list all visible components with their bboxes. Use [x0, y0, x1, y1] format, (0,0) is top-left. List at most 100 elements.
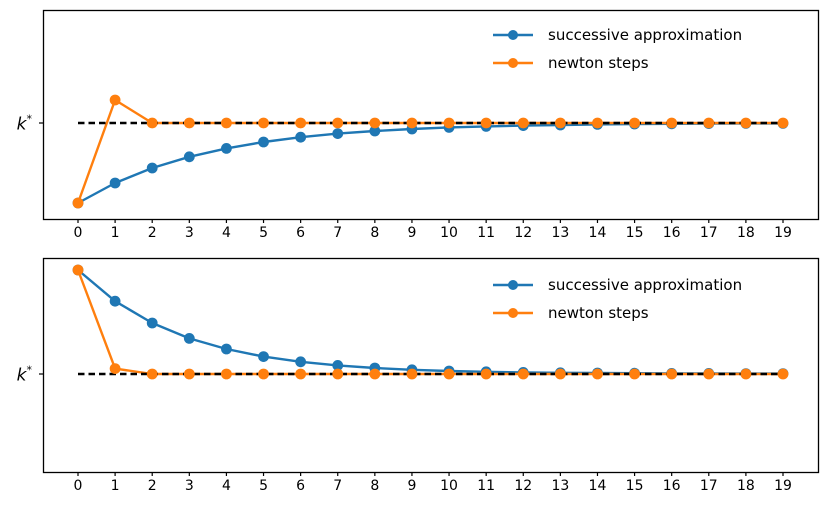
- marker-newton-steps: [258, 117, 269, 129]
- legend-entry: successive approximation: [493, 275, 742, 295]
- x-tick-label: 5: [259, 225, 268, 241]
- legend-sample-line: [493, 280, 533, 290]
- marker-newton-steps: [629, 368, 640, 380]
- marker-newton-steps: [369, 117, 381, 129]
- x-tick-label: 15: [626, 478, 644, 494]
- legend-marker-icon: [508, 30, 518, 40]
- marker-newton-steps: [258, 368, 269, 380]
- kstar-tick-label: k*: [17, 364, 33, 386]
- x-tick-label: 17: [700, 225, 718, 241]
- legend-sample-line: [493, 308, 533, 318]
- marker-newton-steps: [777, 368, 789, 380]
- x-tick-label: 15: [626, 225, 644, 241]
- marker-newton-steps: [592, 117, 603, 129]
- x-tick-label: 8: [370, 478, 379, 494]
- marker-successive-approximation: [295, 131, 307, 143]
- x-tick-label: 6: [296, 478, 305, 494]
- marker-successive-approximation: [332, 360, 344, 371]
- marker-successive-approximation: [221, 143, 232, 154]
- marker-newton-steps: [146, 117, 158, 129]
- marker-successive-approximation: [146, 162, 158, 174]
- top-subplot: 0 1 2 3 4 5 6 7 8 9 10 11 12 13 14 15 16 17 18 19k*: [17, 9, 820, 241]
- x-tick-label: 19: [774, 478, 792, 494]
- line-successive-approximation: [77, 122, 783, 205]
- marker-newton-steps: [406, 117, 418, 129]
- marker-newton-steps: [109, 363, 121, 374]
- marker-newton-steps: [72, 197, 84, 209]
- marker-newton-steps: [332, 117, 344, 129]
- x-tick-label: 2: [148, 478, 157, 494]
- x-tick-label: 2: [148, 225, 157, 241]
- marker-newton-steps: [666, 117, 678, 129]
- x-tick-label: 1: [111, 478, 120, 494]
- marker-newton-steps: [517, 117, 529, 129]
- marker-successive-approximation: [183, 333, 195, 344]
- marker-newton-steps: [183, 368, 195, 380]
- line-newton-steps: [76, 98, 783, 204]
- marker-newton-steps: [703, 368, 715, 380]
- x-tick-label: 14: [589, 478, 607, 494]
- x-tick-label: 16: [663, 478, 681, 494]
- x-tick-label: 7: [333, 225, 342, 241]
- axes-frame: [42, 9, 820, 221]
- marker-newton-steps: [480, 368, 492, 380]
- marker-newton-steps: [443, 117, 455, 129]
- x-tick-label: 16: [663, 225, 681, 241]
- marker-newton-steps: [183, 117, 195, 129]
- legend-sample-line: [493, 30, 533, 40]
- marker-newton-steps: [221, 368, 232, 380]
- marker-newton-steps: [146, 368, 158, 380]
- bottom-subplot: 0 1 2 3 4 5 6 7 8 9 10 11 12 13 14 15 16 17 18 19k*: [17, 257, 820, 494]
- marker-newton-steps: [295, 117, 307, 129]
- x-tick-label: 9: [407, 478, 416, 494]
- marker-newton-steps: [703, 117, 715, 129]
- legend-top: successive approximation newton steps: [493, 25, 742, 73]
- legend-marker-icon: [508, 308, 518, 318]
- x-tick-label: 4: [222, 225, 231, 241]
- x-tick-label: 12: [514, 225, 532, 241]
- marker-newton-steps: [480, 117, 492, 129]
- marker-newton-steps: [740, 117, 752, 129]
- x-tick-label: 14: [589, 225, 607, 241]
- marker-newton-steps: [221, 117, 232, 129]
- x-tick-label: 10: [440, 225, 458, 241]
- legend-bottom: successive approximation newton steps: [493, 275, 742, 323]
- kstar-tick-label: k*: [17, 113, 33, 135]
- x-tick-label: 10: [440, 478, 458, 494]
- x-tick-label: 6: [296, 225, 305, 241]
- marker-successive-approximation: [332, 128, 344, 140]
- marker-newton-steps: [592, 368, 603, 380]
- marker-newton-steps: [740, 368, 752, 380]
- x-tick-label: 7: [333, 478, 342, 494]
- x-tick-label: 0: [74, 225, 83, 241]
- x-tick-label: 11: [477, 478, 495, 494]
- legend-entry: newton steps: [493, 303, 742, 323]
- x-tick-label: 8: [370, 225, 379, 241]
- x-tick-label: 1: [111, 225, 120, 241]
- x-tick-label: 3: [185, 478, 194, 494]
- marker-newton-steps: [406, 368, 418, 380]
- marker-newton-steps: [517, 368, 529, 380]
- axes-frame: [42, 257, 820, 474]
- marker-successive-approximation: [109, 295, 121, 307]
- legend-sample-line: [493, 58, 533, 68]
- x-tick-label: 13: [551, 225, 569, 241]
- legend-label: successive approximation: [548, 276, 743, 294]
- legend-marker-icon: [508, 58, 518, 68]
- legend-entry: newton steps: [493, 53, 742, 73]
- marker-newton-steps: [295, 368, 307, 380]
- x-tick-label: 19: [774, 225, 792, 241]
- legend-entry: successive approximation: [493, 25, 742, 45]
- marker-successive-approximation: [146, 317, 158, 329]
- marker-successive-approximation: [295, 356, 307, 368]
- marker-newton-steps: [554, 368, 566, 380]
- x-tick-label: 17: [700, 478, 718, 494]
- x-tick-label: 0: [74, 478, 83, 494]
- marker-newton-steps: [554, 117, 566, 129]
- marker-successive-approximation: [183, 151, 195, 163]
- marker-newton-steps: [109, 94, 121, 106]
- x-tick-label: 5: [259, 478, 268, 494]
- marker-newton-steps: [666, 368, 678, 380]
- legend-label: newton steps: [548, 54, 649, 72]
